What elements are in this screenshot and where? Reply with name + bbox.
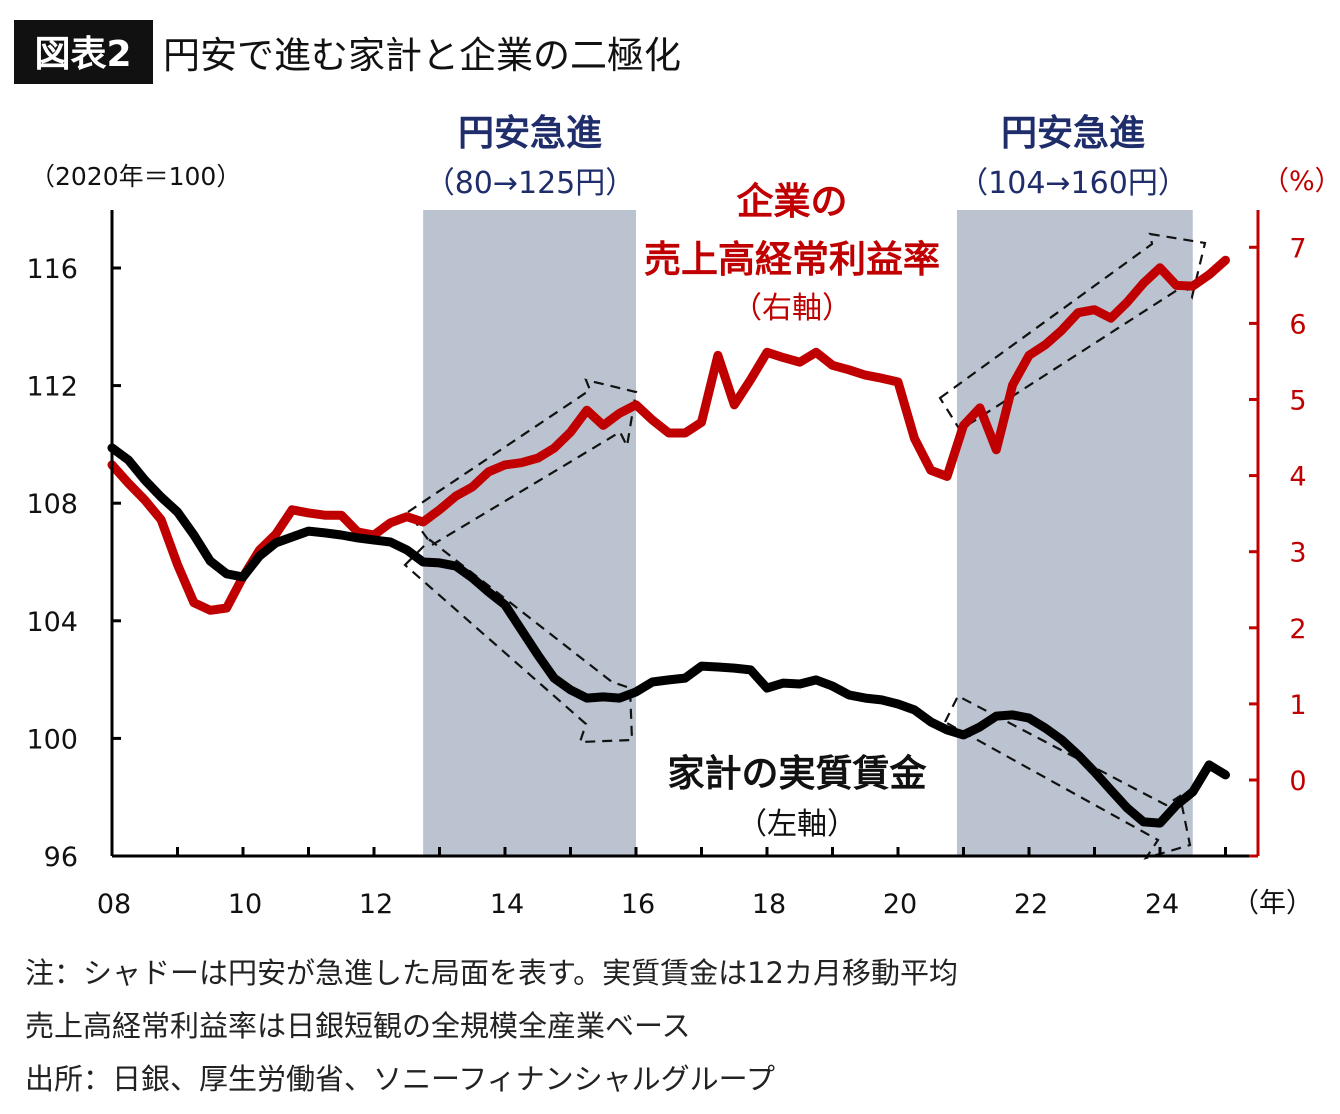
left-axis-tick-label: 100: [26, 724, 78, 755]
series-axis-label-wage: （左軸）: [737, 807, 857, 842]
right-axis-tick-label: 3: [1289, 538, 1306, 569]
figure-title: 円安で進む家計と企業の二極化: [163, 34, 681, 77]
x-axis-tick-label: 08: [97, 889, 131, 920]
right-axis-tick-label: 1: [1289, 690, 1306, 721]
shade-label-1: 円安急進: [458, 113, 602, 154]
x-axis-tick-label: 12: [359, 889, 393, 920]
x-axis-tick-label: 24: [1145, 889, 1179, 920]
right-axis-tick-label: 6: [1289, 309, 1306, 340]
series-axis-label-profit: （右軸）: [732, 291, 852, 326]
series-label-profit-line2: 売上高経常利益率: [644, 238, 940, 281]
left-axis-tick-label: 96: [44, 842, 78, 873]
note-line-3: 出所：日銀、厚生労働省、ソニーフィナンシャルグループ: [25, 1062, 775, 1096]
shade-label-2: 円安急進: [1001, 113, 1145, 154]
right-axis-tick-label: 2: [1289, 614, 1306, 645]
left-axis-tick-label: 104: [26, 607, 78, 638]
right-axis-tick-label: 5: [1289, 386, 1306, 417]
shaded-period-2: [957, 210, 1193, 856]
note-line-1: 注：シャドーは円安が急進した局面を表す。実質賃金は12カ月移動平均: [25, 956, 958, 990]
left-axis-tick-label: 116: [26, 254, 78, 285]
x-axis-tick-label: 14: [490, 889, 524, 920]
shade-sublabel-1: （80→125円）: [425, 166, 636, 201]
right-axis-tick-label: 4: [1289, 462, 1306, 493]
left-axis-tick-label: 112: [26, 372, 78, 403]
right-axis-unit: （%）: [1262, 166, 1340, 197]
shade-sublabel-2: （104→160円）: [958, 166, 1188, 201]
x-axis-tick-label: 10: [228, 889, 262, 920]
right-axis-tick-label: 0: [1289, 766, 1306, 797]
x-axis-tick-label: 18: [752, 889, 786, 920]
right-axis-tick-label: 7: [1289, 233, 1306, 264]
x-axis-unit: （年）: [1232, 888, 1313, 919]
figure-badge: 図表2: [34, 34, 131, 75]
series-label-profit-line1: 企業の: [737, 180, 848, 223]
series-label-wage: 家計の実質賃金: [668, 752, 928, 795]
left-axis-unit: （2020年＝100）: [30, 162, 241, 191]
shaded-period-1: [423, 210, 636, 856]
x-axis-tick-label: 16: [621, 889, 655, 920]
x-axis-tick-label: 22: [1014, 889, 1048, 920]
x-axis-tick-label: 20: [883, 889, 917, 920]
left-axis-tick-label: 108: [26, 489, 78, 520]
note-line-2: 売上高経常利益率は日銀短観の全規模全産業ベース: [25, 1009, 691, 1043]
